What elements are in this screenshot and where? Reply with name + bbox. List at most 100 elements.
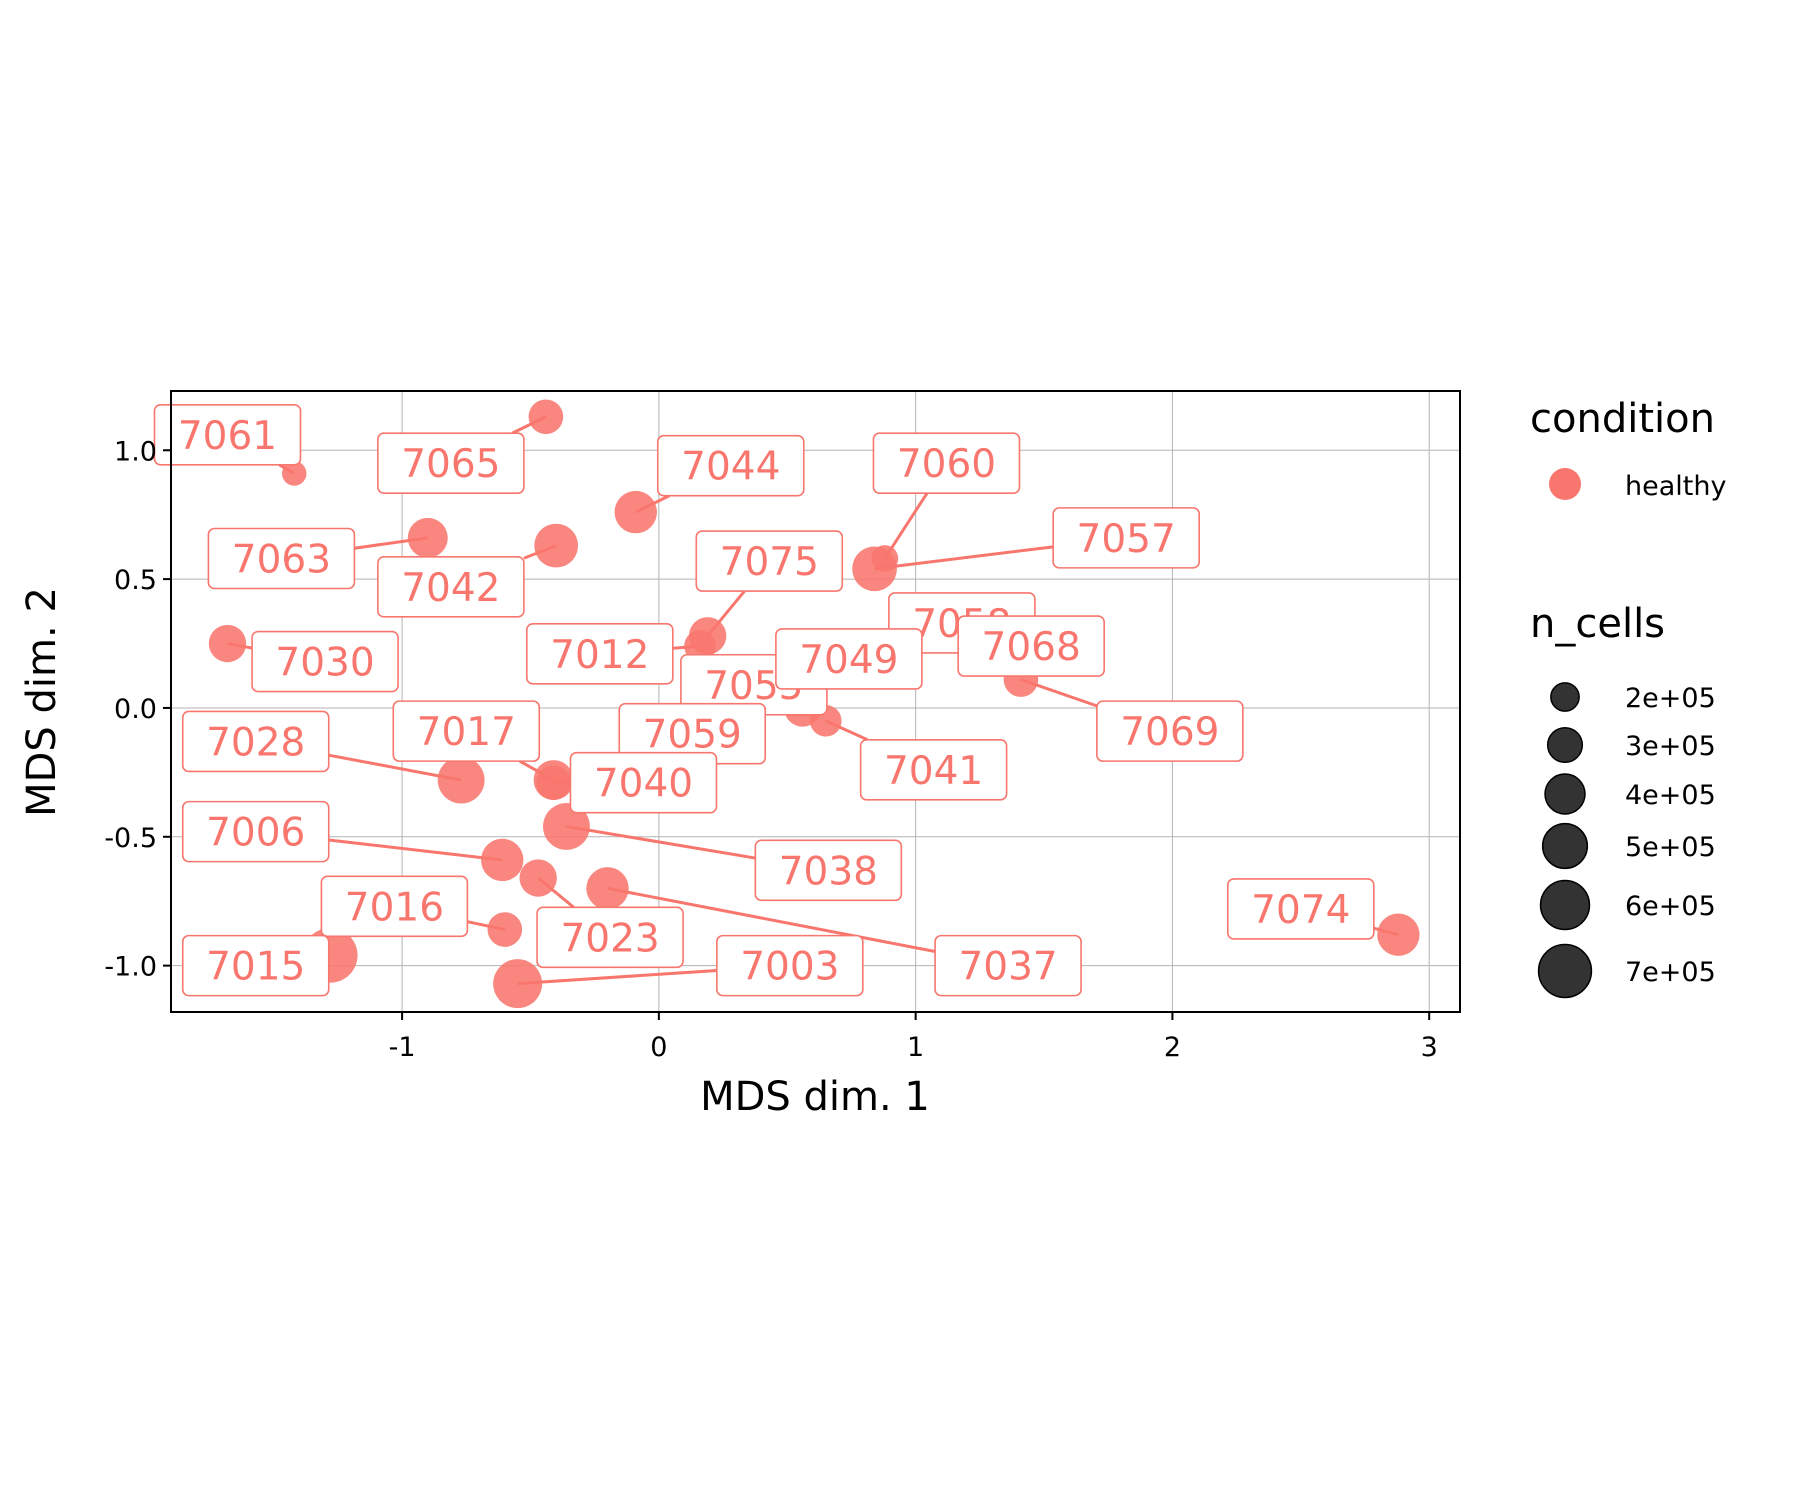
point-label-box xyxy=(957,615,1105,677)
data-point-7016 xyxy=(487,912,523,947)
point-label-7040: 7040 xyxy=(569,751,718,814)
data-point-7038 xyxy=(542,803,590,850)
label-connector-7006 xyxy=(328,838,503,862)
point-label-text: 7044 xyxy=(681,445,780,490)
legend-size-label: 7e+05 xyxy=(1625,957,1716,988)
point-label-box xyxy=(859,738,1008,801)
point-label-box xyxy=(526,623,674,685)
data-point-7063 xyxy=(407,517,448,558)
point-label-7016: 7016 xyxy=(320,875,469,938)
x-tick-label: 0 xyxy=(650,1032,667,1063)
legend-size-title: n_cells xyxy=(1530,601,1665,647)
legend-size-marker xyxy=(1539,879,1591,931)
y-axis: -1.0 -0.5 0.0 0.5 1.0 xyxy=(104,436,171,983)
legend-size-label: 6e+05 xyxy=(1625,891,1716,922)
legend-size-marker xyxy=(1537,943,1593,999)
data-point-7042 xyxy=(534,523,579,568)
point-label-box xyxy=(207,527,356,590)
point-label-text: 7074 xyxy=(1251,888,1350,933)
plot-panel-border xyxy=(170,390,1461,1013)
point-label-box xyxy=(775,628,923,690)
x-tick-label: 2 xyxy=(1164,1032,1181,1063)
point-label-7074: 7074 xyxy=(1227,878,1375,940)
point-label-7069: 7069 xyxy=(1096,700,1244,762)
labels: 7061706570447060705770637042707570587068… xyxy=(153,404,1375,997)
point-label-box xyxy=(716,934,864,997)
point-label-7068: 7068 xyxy=(957,615,1105,677)
legend-condition-label: healthy xyxy=(1625,471,1726,502)
x-tick-label: -1 xyxy=(389,1032,416,1063)
point-label-text: 7049 xyxy=(799,638,898,683)
legend-size-entries: 2e+05 3e+05 4e+05 5e+05 6e+05 7e+05 xyxy=(1537,682,1716,999)
y-tick-label: 0.5 xyxy=(114,565,157,596)
legend-size-marker xyxy=(1550,682,1580,712)
point-label-text: 7017 xyxy=(417,710,516,755)
legend-size-label: 5e+05 xyxy=(1625,832,1716,863)
legend-size-label: 2e+05 xyxy=(1625,683,1716,714)
point-label-text: 7016 xyxy=(345,885,444,930)
label-connector-7038 xyxy=(566,824,756,860)
point-label-text: 7037 xyxy=(958,945,1057,990)
legend-size-marker xyxy=(1546,726,1584,764)
data-point-7057 xyxy=(852,546,897,592)
data-point-7030 xyxy=(208,624,247,663)
point-label-7061: 7061 xyxy=(153,404,302,466)
data-point-7003 xyxy=(493,959,543,1009)
legend-size-marker xyxy=(1541,822,1589,870)
point-label-text: 7065 xyxy=(401,442,500,487)
legend-condition-title: condition xyxy=(1530,396,1715,442)
point-label-7023: 7023 xyxy=(536,906,684,969)
x-axis: -1 0 1 2 3 xyxy=(389,1012,1438,1063)
point-label-text: 7068 xyxy=(982,625,1081,670)
point-label-text: 7069 xyxy=(1120,710,1219,755)
point-label-7038: 7038 xyxy=(754,839,903,902)
y-tick-label: 0.0 xyxy=(114,694,157,725)
x-axis-title: MDS dim. 1 xyxy=(700,1074,930,1120)
point-label-box xyxy=(392,700,541,762)
point-label-text: 7040 xyxy=(594,762,693,807)
point-label-box xyxy=(754,839,903,902)
legend-size-label: 4e+05 xyxy=(1625,780,1716,811)
data-point-7065 xyxy=(528,399,564,435)
point-label-text: 7059 xyxy=(643,713,742,758)
point-label-box xyxy=(153,404,302,466)
point-label-box xyxy=(181,710,330,773)
point-label-7042: 7042 xyxy=(377,556,525,618)
point-label-text: 7075 xyxy=(720,540,819,585)
point-label-box xyxy=(181,934,330,997)
point-label-text: 7012 xyxy=(550,633,649,678)
point-label-text: 7057 xyxy=(1077,517,1176,562)
x-tick-label: 3 xyxy=(1421,1032,1438,1063)
point-label-7063: 7063 xyxy=(207,527,356,590)
point-label-7028: 7028 xyxy=(181,710,330,773)
point-label-text: 7042 xyxy=(401,566,500,611)
y-tick-label: -0.5 xyxy=(104,823,157,854)
point-label-7041: 7041 xyxy=(859,738,1008,801)
point-label-text: 7028 xyxy=(206,720,305,765)
point-label-box xyxy=(320,875,469,938)
point-label-text: 7041 xyxy=(884,749,983,794)
legend-size-marker xyxy=(1544,773,1586,815)
point-label-box xyxy=(1227,878,1375,940)
point-label-box xyxy=(1052,507,1200,569)
point-label-box xyxy=(934,934,1082,997)
x-tick-label: 1 xyxy=(907,1032,924,1063)
point-label-box xyxy=(695,530,844,592)
legend-size-label: 3e+05 xyxy=(1625,731,1716,762)
point-label-7060: 7060 xyxy=(872,432,1021,494)
point-label-7057: 7057 xyxy=(1052,507,1200,569)
data-point-7040 xyxy=(536,765,571,800)
point-label-7012: 7012 xyxy=(526,623,674,685)
point-label-7003: 7003 xyxy=(716,934,864,997)
point-label-text: 7023 xyxy=(560,916,659,961)
point-label-7044: 7044 xyxy=(656,434,805,497)
point-label-7030: 7030 xyxy=(251,630,399,693)
point-label-box xyxy=(377,556,525,618)
point-label-7017: 7017 xyxy=(392,700,541,762)
point-label-box xyxy=(656,434,805,497)
label-connector-7057 xyxy=(874,545,1054,571)
point-label-7049: 7049 xyxy=(775,628,923,690)
y-axis-title: MDS dim. 2 xyxy=(19,587,65,817)
point-label-text: 7015 xyxy=(206,945,305,990)
